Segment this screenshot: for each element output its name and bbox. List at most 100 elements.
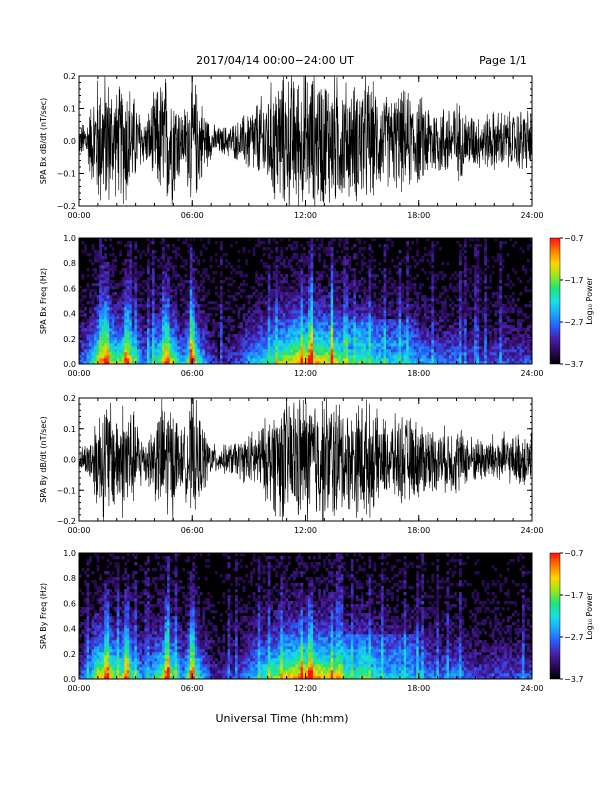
spectrogram-cell: [164, 298, 168, 302]
spectrogram-cell: [199, 352, 203, 356]
spectrogram-cell: [184, 274, 188, 278]
spectrogram-cell: [219, 310, 223, 314]
spectrogram-cell: [257, 358, 261, 362]
spectrogram-cell: [353, 244, 357, 248]
spectrogram-cell: [438, 295, 442, 299]
spectrogram-cell: [267, 241, 271, 245]
spectrogram-cell: [177, 286, 180, 290]
spectrogram-cell: [267, 295, 271, 299]
spectrogram-cell: [506, 337, 510, 341]
spectrogram-cell: [247, 319, 251, 323]
spectrogram-cell: [129, 313, 133, 317]
spectrogram-cell: [300, 355, 304, 359]
spectrogram-cell: [423, 349, 427, 353]
spectrogram-cell: [491, 361, 495, 365]
spectrogram-cell: [96, 256, 100, 260]
spectrogram-cell: [292, 322, 296, 326]
spectrogram-cell: [164, 319, 168, 323]
spectrogram-cell: [116, 358, 120, 362]
spectrogram-cell: [360, 268, 364, 272]
spectrogram-cell: [119, 322, 123, 326]
spectrogram-cell: [141, 352, 145, 356]
spectrogram-cell: [275, 256, 279, 260]
spectrogram-cell: [292, 295, 296, 299]
spectrogram-cell: [144, 304, 148, 308]
spectrogram-cell: [126, 340, 130, 344]
spectrogram-cell: [373, 310, 377, 314]
spectrogram-cell: [129, 286, 133, 290]
spectrogram-cell: [96, 310, 100, 314]
spectrogram-cell: [469, 244, 472, 248]
spectrogram-cell: [358, 304, 362, 308]
spectrogram-cell: [310, 328, 314, 332]
spectrogram-cell: [438, 319, 442, 323]
spectrogram-cell: [81, 250, 85, 254]
spectrogram-cell: [353, 289, 357, 293]
spectrogram-cell: [209, 322, 213, 326]
spectrogram-cell: [320, 313, 324, 317]
spectrogram-cell: [272, 307, 276, 311]
spectrogram-cell: [280, 253, 284, 257]
spectrogram-cell: [214, 271, 218, 275]
spectrogram-cell: [388, 331, 392, 335]
spectrogram-cell: [282, 304, 286, 308]
spectrogram-cell: [428, 355, 432, 359]
spectrogram-cell: [343, 319, 347, 323]
spectrogram-cell: [257, 322, 261, 326]
spectrogram-cell: [499, 334, 503, 338]
spectrogram-cell: [297, 340, 301, 344]
spectrogram-cell: [365, 346, 369, 350]
spectrogram-cell: [116, 337, 120, 341]
spectrogram-cell: [287, 265, 291, 269]
spectrogram-cell: [290, 244, 294, 248]
spectrogram-cell: [459, 295, 462, 299]
spectrogram-cell: [370, 334, 374, 338]
spectrogram-cell: [245, 319, 248, 323]
spectrogram-cell: [350, 304, 354, 308]
spectrogram-cell: [416, 262, 420, 266]
spectrogram-cell: [169, 298, 173, 302]
spectrogram-cell: [255, 349, 258, 353]
spectrogram-cell: [144, 289, 148, 293]
spectrogram-cell: [396, 286, 399, 290]
spectrogram-cell: [217, 307, 221, 311]
spectrogram-cell: [378, 280, 382, 284]
spectrogram-cell: [106, 319, 110, 323]
spectrogram-cell: [313, 316, 316, 320]
spectrogram-cell: [343, 289, 347, 293]
spectrogram-cell: [484, 355, 487, 359]
spectrogram-cell: [109, 325, 113, 329]
spectrogram-cell: [134, 322, 138, 326]
spectrogram-cell: [214, 292, 218, 296]
spectrogram-cell: [104, 358, 107, 362]
spectrogram-cell: [99, 316, 102, 320]
spectrogram-cell: [149, 361, 153, 365]
spectrogram-cell: [461, 337, 465, 341]
spectrogram-cell: [141, 271, 145, 275]
spectrogram-cell: [116, 352, 120, 356]
spectrogram-cell: [265, 295, 269, 299]
spectrogram-cell: [275, 358, 279, 362]
spectrogram-cell: [235, 298, 238, 302]
spectrogram-cell: [109, 280, 113, 284]
spectrogram-cell: [219, 298, 223, 302]
spectrogram-cell: [328, 310, 331, 314]
spectrogram-cell: [333, 337, 336, 341]
spectrogram-cell: [393, 352, 397, 356]
spectrogram-cell: [474, 334, 477, 338]
spectrogram-cell: [416, 307, 420, 311]
spectrogram-cell: [320, 343, 324, 347]
spectrogram-cell: [182, 298, 185, 302]
spectrogram-cell: [212, 301, 216, 305]
spectrogram-cell: [453, 286, 457, 290]
spectrogram-cell: [378, 292, 382, 296]
spectrogram-cell: [189, 325, 193, 329]
spectrogram-cell: [252, 352, 256, 356]
spectrogram-cell: [169, 343, 173, 347]
spectrogram-cell: [114, 304, 118, 308]
spectrogram-cell: [245, 346, 248, 350]
spectrogram-cell: [325, 274, 329, 278]
spectrogram-cell: [177, 313, 180, 317]
spectrogram-cell: [96, 307, 100, 311]
spectrogram-cell: [310, 346, 314, 350]
